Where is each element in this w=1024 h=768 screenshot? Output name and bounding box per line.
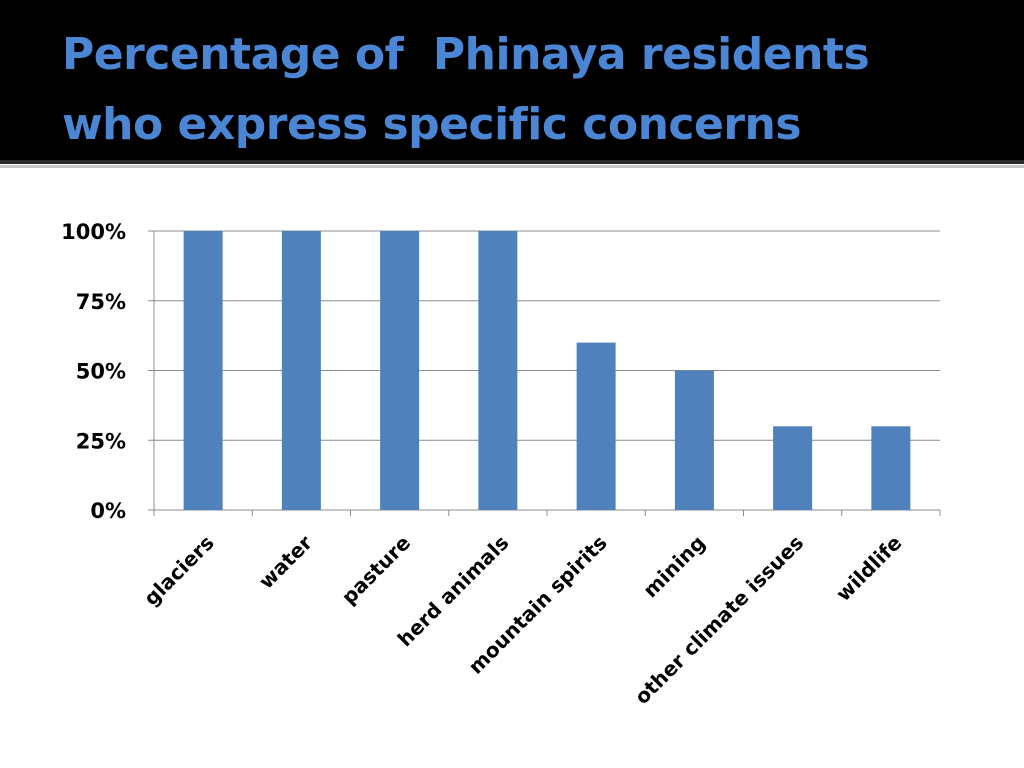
slide-title: Percentage of Phinaya residents who expr… bbox=[62, 20, 1002, 160]
y-tick-label: 25% bbox=[76, 429, 126, 453]
slide-title-line-1: Percentage of Phinaya residents bbox=[62, 29, 870, 80]
bar bbox=[183, 231, 223, 510]
slide-title-line-2: who express specific concerns bbox=[62, 99, 802, 150]
y-tick-label: 0% bbox=[90, 499, 126, 523]
category-label: mining bbox=[638, 531, 710, 603]
bar bbox=[478, 231, 518, 510]
y-tick-label: 100% bbox=[61, 220, 126, 244]
category-label: wildlife bbox=[831, 531, 906, 606]
bar-chart: 0%25%50%75%100%glaciers water pastureherd … bbox=[61, 220, 941, 709]
y-tick-label: 50% bbox=[76, 360, 126, 384]
bar bbox=[281, 231, 321, 510]
bar bbox=[773, 426, 813, 510]
title-divider bbox=[0, 160, 1024, 164]
category-label: glaciers bbox=[139, 531, 219, 611]
bar bbox=[576, 342, 616, 510]
title-band: Percentage of Phinaya residents who expr… bbox=[0, 0, 1024, 160]
category-label: water bbox=[254, 530, 317, 593]
bar bbox=[871, 426, 911, 510]
title-divider-shadow bbox=[0, 165, 1024, 168]
category-label: pasture bbox=[337, 531, 415, 609]
bar bbox=[674, 370, 714, 510]
category-label: other climate issues bbox=[630, 531, 808, 709]
y-tick-label: 75% bbox=[76, 290, 126, 314]
bar bbox=[380, 231, 420, 510]
